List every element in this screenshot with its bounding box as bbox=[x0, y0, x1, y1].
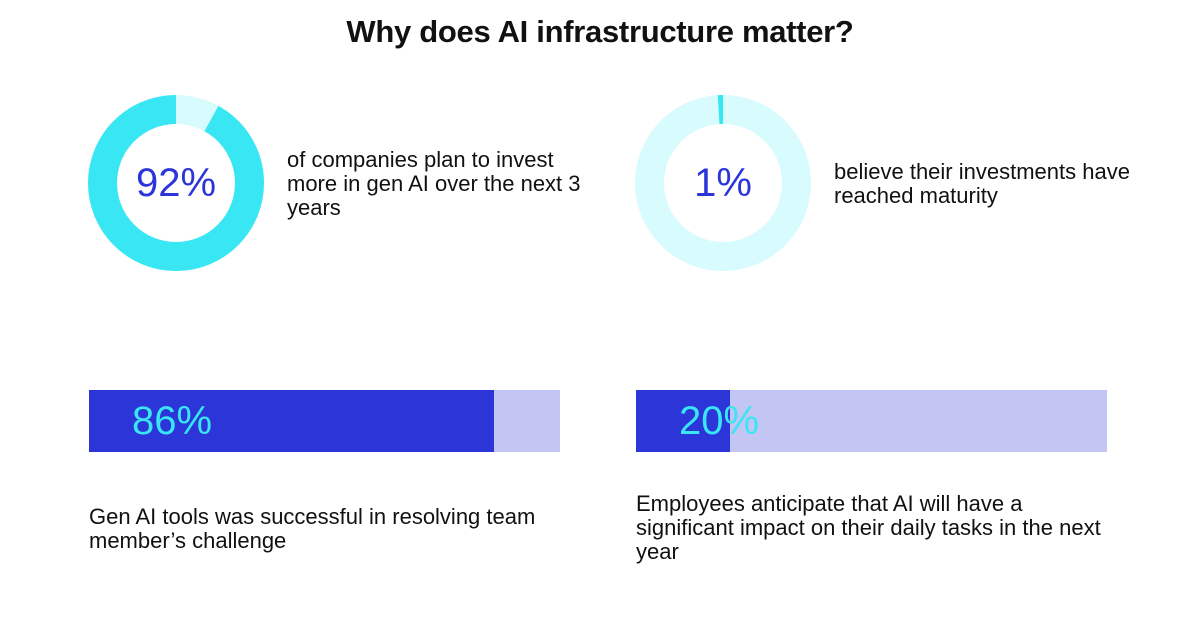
bar-caption-employee-impact: Employees anticipate that AI will have a… bbox=[636, 491, 1101, 564]
donut-chart-maturity: 1% bbox=[635, 95, 811, 271]
donut-slice bbox=[635, 95, 811, 271]
bar-chart-employee-impact: 20% bbox=[636, 390, 1107, 452]
donut-svg bbox=[88, 95, 264, 271]
page-title: Why does AI infrastructure matter? bbox=[346, 14, 854, 49]
bar-value-label: 86% bbox=[132, 399, 213, 443]
bar-chart-gen-ai-success: 86% bbox=[89, 390, 560, 452]
donut-chart-invest-more: 92% bbox=[88, 95, 264, 271]
donut-svg bbox=[635, 95, 811, 271]
bar-value-label: 20% bbox=[679, 399, 760, 443]
donut-caption-invest-more: of companies plan to invest more in gen … bbox=[287, 147, 581, 220]
bar-fill bbox=[89, 390, 495, 452]
bar-caption-gen-ai-success: Gen AI tools was successful in resolving… bbox=[89, 504, 536, 553]
donut-value-label: 92% bbox=[135, 160, 217, 205]
donut-caption-maturity: believe their investments have reached m… bbox=[834, 159, 1130, 208]
bar-fill bbox=[636, 390, 731, 452]
donut-value-label: 1% bbox=[694, 160, 752, 205]
donut-slice bbox=[88, 95, 264, 271]
